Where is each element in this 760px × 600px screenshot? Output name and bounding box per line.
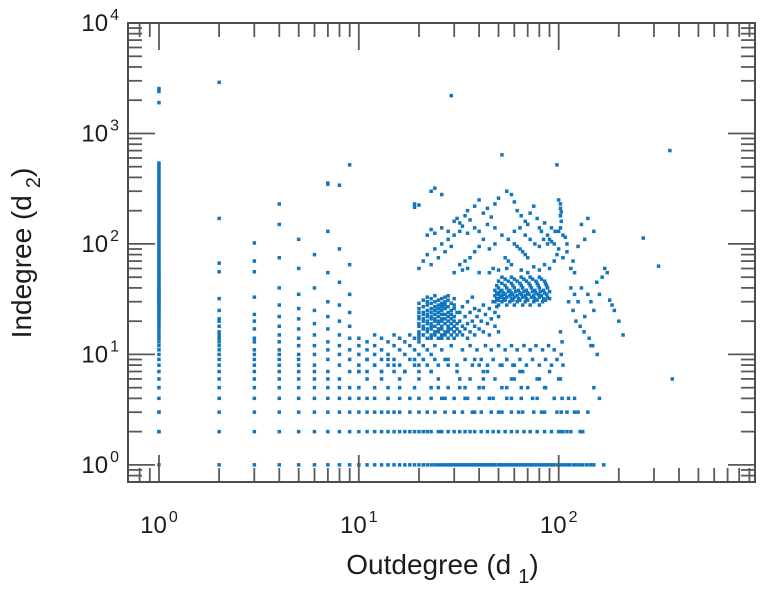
x-axis-label: Outdegree (d 1) bbox=[130, 549, 755, 588]
x-axis-label-subscript: 1 bbox=[518, 566, 530, 588]
x-axis-label-close: ) bbox=[529, 549, 539, 580]
y-axis-label-close: ) bbox=[6, 167, 37, 177]
axis-ticks bbox=[127, 22, 755, 483]
tick-label: 10 4 bbox=[81, 7, 119, 37]
plot-border bbox=[127, 22, 756, 483]
y-axis-label-subscript: 2 bbox=[23, 176, 45, 189]
tick-label: 10 1 bbox=[340, 509, 378, 539]
x-axis-label-text: Outdegree (d bbox=[346, 549, 512, 580]
tick-label: 10 2 bbox=[81, 228, 119, 258]
tick-label: 10 3 bbox=[81, 117, 119, 147]
tick-label: 10 2 bbox=[540, 509, 578, 539]
tick-labels: 10 0 10 1 10 2 10 0 10 1 10 2 10 3 10 4 bbox=[81, 7, 577, 539]
tick-label: 10 1 bbox=[81, 338, 119, 368]
tick-label: 10 0 bbox=[81, 449, 119, 479]
scatter-points bbox=[157, 80, 674, 467]
y-axis-label: Indegree (d 2) bbox=[6, 167, 45, 339]
y-axis-label-text: Indegree (d bbox=[6, 195, 37, 339]
tick-label: 10 0 bbox=[140, 509, 178, 539]
